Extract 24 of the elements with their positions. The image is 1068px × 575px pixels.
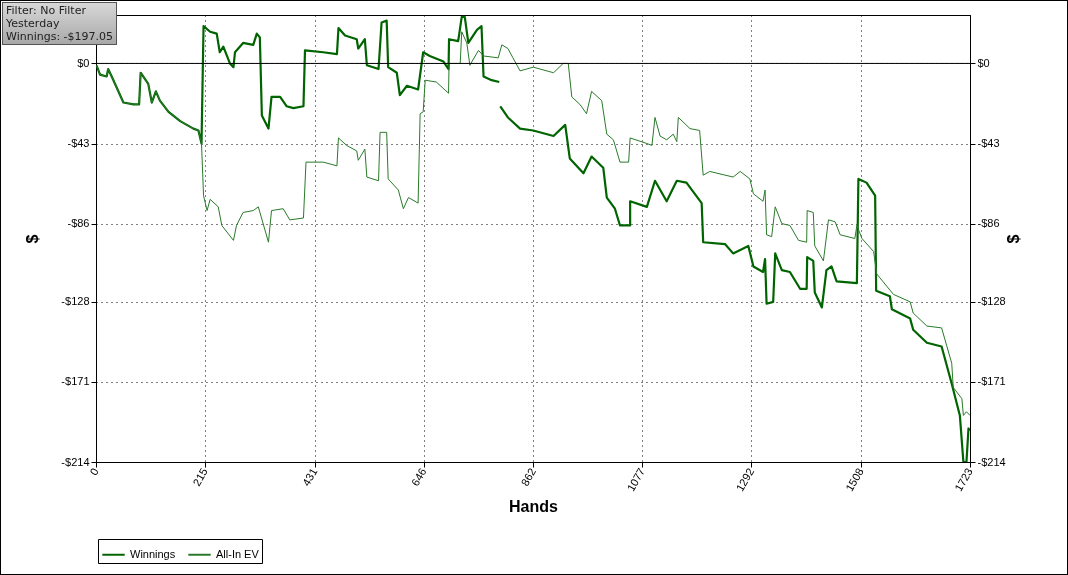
x-tick-label: 0: [87, 466, 101, 478]
y-tick-label: -$43: [67, 137, 90, 150]
y2-tick-label: $0: [977, 56, 990, 69]
y-tick-label: $0: [77, 56, 90, 69]
annotation: Winnings: -$197.05: [6, 30, 114, 43]
y2-tick-label: -$43: [977, 137, 1000, 150]
y-tick-label: -$171: [61, 375, 90, 388]
y2-tick-label: -$171: [977, 375, 1006, 388]
x-tick-label: 431: [299, 466, 320, 488]
x-axis-title: Hands: [509, 498, 559, 516]
legend-label: All-In EV: [216, 547, 260, 560]
y2-axis-title: $: [1004, 234, 1022, 244]
y-tick-label: -$128: [61, 295, 90, 308]
y-axis-title: $: [24, 234, 42, 244]
text: Yesterday: [6, 17, 61, 30]
text: Filter: No Filter: [6, 4, 87, 17]
y2-tick-label: -$214: [977, 455, 1006, 468]
x-tick-label: 862: [518, 466, 539, 488]
legend-label: Winnings: [130, 547, 176, 560]
y-tick-label: -$86: [67, 217, 90, 230]
y2-tick-label: -$86: [977, 217, 1000, 230]
y2-tick-label: -$128: [977, 295, 1006, 308]
x-tick-label: 646: [408, 466, 429, 488]
y-tick-label: -$214: [61, 455, 90, 468]
